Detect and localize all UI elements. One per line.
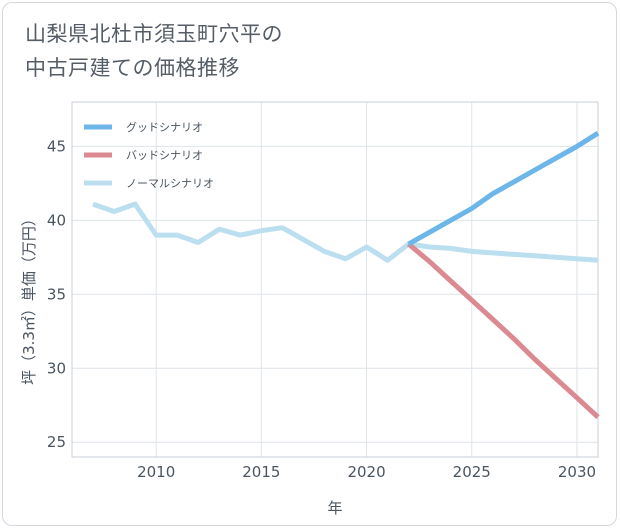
plot-area-frame — [71, 101, 599, 458]
chart-title-line-2: 中古戸建ての価格推移 — [25, 56, 240, 80]
series-line-2 — [406, 242, 600, 419]
chart-title-line-1: 山梨県北杜市須玉町穴平の — [25, 22, 283, 46]
y-tick-label: 25 — [47, 433, 66, 451]
y-tick-label: 40 — [47, 211, 66, 229]
grid-lines — [72, 102, 598, 457]
x-axis-ticks: 2010 2015 2020 2025 2030 — [137, 463, 596, 481]
chart-title: 山梨県北杜市須玉町穴平の 中古戸建ての価格推移 — [25, 17, 283, 85]
y-axis-ticks: 25 30 35 40 45 — [47, 137, 66, 451]
legend-label: バッドシナリオ — [126, 149, 203, 162]
y-tick-label: 30 — [47, 359, 66, 377]
chart-card: 山梨県北杜市須玉町穴平の 中古戸建ての価格推移 — [2, 2, 617, 526]
series-line-3 — [92, 201, 599, 263]
legend-label: グッドシナリオ — [126, 120, 203, 134]
y-tick-label: 45 — [47, 137, 66, 155]
x-axis-label: 年 — [327, 499, 342, 517]
y-axis-label: 坪（3.3㎡）単価（万円） — [20, 211, 38, 385]
x-tick-label: 2015 — [242, 463, 280, 481]
x-tick-label: 2030 — [558, 463, 596, 481]
x-tick-label: 2025 — [453, 463, 491, 481]
x-tick-label: 2020 — [347, 463, 385, 481]
series-lines — [92, 130, 600, 419]
y-tick-label: 35 — [47, 285, 66, 303]
x-tick-label: 2010 — [137, 463, 175, 481]
series-line-1 — [407, 130, 600, 247]
legend-label: ノーマルシナリオ — [126, 177, 214, 190]
